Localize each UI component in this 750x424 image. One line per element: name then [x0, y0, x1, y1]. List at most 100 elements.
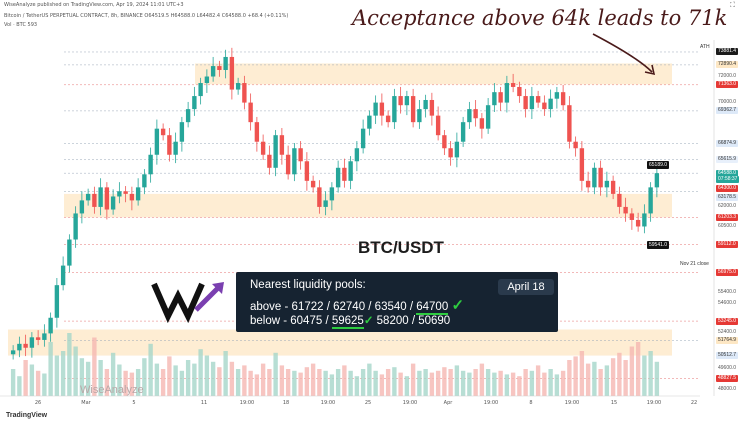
candle-body	[329, 187, 335, 201]
candle-body	[273, 135, 278, 168]
x-tick-label: 19:00	[647, 400, 661, 406]
volume-bar	[404, 376, 410, 396]
volume-bar	[135, 369, 141, 396]
volume-bar	[379, 374, 385, 396]
candle-body	[529, 96, 535, 110]
volume-bar	[523, 369, 528, 396]
volume-bar	[454, 365, 460, 396]
date-badge: April 18	[498, 279, 554, 295]
volume-bar	[498, 370, 503, 396]
volume-bar	[460, 370, 466, 396]
volume-bar	[79, 358, 85, 396]
volume-bar	[354, 376, 360, 396]
x-tick-label: 19:00	[565, 400, 579, 406]
volume-bar	[398, 372, 403, 396]
candle-body	[260, 141, 266, 155]
candle-body	[542, 102, 547, 110]
candle-body	[429, 99, 435, 116]
volume-bar	[335, 369, 341, 396]
volume-bar	[160, 369, 166, 396]
candle-body	[398, 96, 403, 106]
volume-bar	[179, 370, 185, 396]
candle-body	[304, 161, 310, 181]
candle-body	[104, 187, 110, 210]
candle-body	[560, 92, 566, 106]
candle-body	[48, 317, 53, 334]
volume-bar	[267, 369, 272, 396]
volume-bar	[617, 352, 622, 396]
header-line-3: Vol · BTC 593	[4, 22, 38, 28]
volume-bar	[104, 369, 110, 396]
candle-body	[367, 115, 372, 129]
price-tag: 62000.0	[716, 203, 739, 211]
price-tag: 64300.0	[716, 185, 739, 193]
candle-body	[385, 115, 391, 123]
candle-body	[204, 76, 210, 84]
price-tag: 63178.5	[716, 194, 739, 202]
candle-body	[54, 285, 60, 318]
candle-body	[392, 96, 397, 123]
volume-bar	[592, 361, 597, 396]
candle-body	[98, 187, 103, 207]
volume-bar	[85, 361, 91, 396]
candle-body	[29, 337, 35, 348]
candle-body	[317, 187, 322, 207]
price-tag: 60500.0	[716, 222, 739, 230]
candle-body	[292, 148, 297, 175]
candle-body	[498, 92, 503, 103]
candle-body	[23, 343, 28, 348]
volume-bar	[604, 365, 610, 396]
candle-body	[417, 109, 422, 123]
candle-body	[467, 109, 472, 123]
annotation-arrow	[592, 33, 653, 73]
candle-body	[479, 118, 485, 129]
volume-bar	[60, 351, 66, 396]
liquidity-zone	[8, 329, 672, 356]
candle-body	[185, 109, 191, 123]
fullscreen-icon[interactable]: ⛶	[730, 2, 735, 9]
annotation-arrowhead	[644, 64, 656, 76]
volume-bar	[392, 367, 397, 396]
candle-body	[129, 193, 135, 201]
volume-bar	[142, 358, 147, 396]
volume-bar	[298, 372, 303, 396]
volume-bar	[198, 349, 203, 396]
candle-body	[504, 83, 510, 103]
volume-bar	[492, 372, 497, 396]
candle-body	[117, 191, 122, 197]
candle-body	[192, 96, 197, 110]
price-tag: 61203.3	[716, 213, 739, 221]
volume-bar	[479, 363, 485, 396]
liquidity-zones	[8, 63, 672, 356]
x-tick-label: 8	[529, 400, 532, 406]
volume-bar	[542, 372, 547, 396]
volume-bar	[98, 360, 103, 396]
check-mark-icon: ✓	[451, 297, 465, 314]
volume-bar	[167, 356, 172, 396]
volume-bar	[204, 355, 210, 396]
candle-body	[310, 180, 316, 188]
candle-body	[354, 148, 360, 162]
x-tick-label: 5	[132, 400, 135, 406]
volume-bar	[217, 367, 222, 396]
candle-body	[279, 135, 285, 155]
candle-body	[579, 148, 585, 181]
volume-bar	[223, 351, 228, 396]
candle-body	[142, 174, 147, 188]
price-tag: 56975.0	[716, 268, 739, 276]
volume-bar	[260, 363, 266, 396]
volume-bar	[192, 363, 197, 396]
candle-body	[442, 135, 447, 149]
volume-bar	[29, 364, 35, 396]
x-tick-label: 25	[365, 400, 371, 406]
volume-bar	[285, 369, 291, 396]
check-mark-icon-small: ✓	[363, 315, 374, 327]
price-tag: 71363.0	[716, 81, 739, 89]
volume-bar	[48, 342, 53, 396]
volume-bar	[92, 337, 97, 396]
nov21-close-label: Nov 21 close	[680, 261, 709, 267]
candle-body	[598, 167, 603, 188]
volume-bar	[123, 370, 128, 396]
candle-body	[160, 128, 166, 136]
